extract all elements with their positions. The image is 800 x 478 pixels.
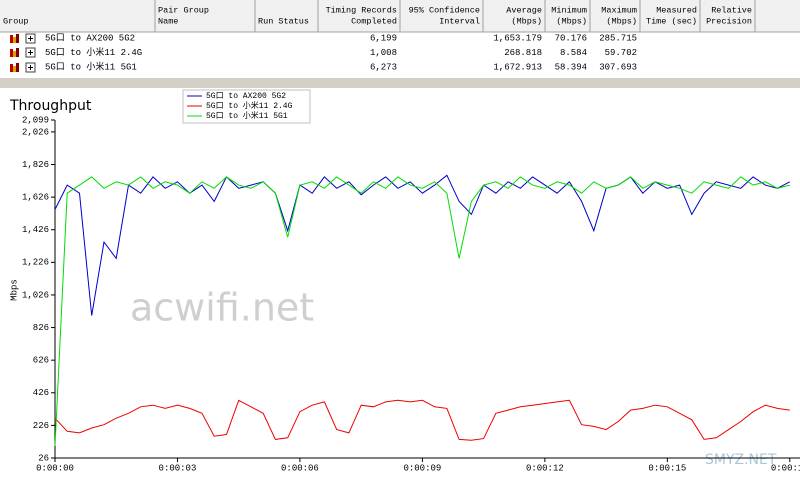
row-icons bbox=[10, 33, 36, 73]
y-tick-label: 1,626 bbox=[22, 192, 49, 202]
table-cell: 285.715 bbox=[599, 33, 637, 43]
chart-title: Throughput bbox=[9, 98, 92, 114]
table-cell: 1,008 bbox=[370, 48, 397, 58]
x-tick-label: 0:00:12 bbox=[526, 463, 564, 473]
table-cell: 5G口 to 小米11 5G1 bbox=[45, 60, 137, 72]
series-line bbox=[54, 176, 790, 446]
table-cell: 307.693 bbox=[599, 62, 637, 72]
y-tick-label: 426 bbox=[33, 388, 49, 398]
x-tick-label: 0:00:15 bbox=[648, 463, 686, 473]
splitter bbox=[0, 78, 800, 88]
y-tick-label: 2,099 bbox=[22, 115, 49, 125]
column-header: 95% Confidence bbox=[409, 5, 480, 15]
column-header: Timing Records bbox=[326, 5, 397, 15]
row-icon bbox=[10, 33, 36, 44]
x-tick-label: 0:00:03 bbox=[159, 463, 197, 473]
column-header: Completed bbox=[351, 16, 397, 26]
chart-bg bbox=[0, 88, 800, 478]
watermark: acwifi.net bbox=[130, 286, 314, 330]
row-icon bbox=[10, 62, 36, 73]
table-cell: 58.394 bbox=[555, 62, 587, 72]
column-header: (Mbps) bbox=[606, 16, 637, 26]
y-tick-label: 1,026 bbox=[22, 290, 49, 300]
watermark: SMYZ.NET bbox=[705, 452, 777, 468]
column-header: Measured bbox=[656, 5, 697, 15]
column-header: Minimum bbox=[551, 5, 587, 15]
table-cell: 8.584 bbox=[560, 48, 587, 58]
column-header: Time (sec) bbox=[646, 16, 697, 26]
y-tick-label: 26 bbox=[38, 453, 49, 463]
table-cell: 6,273 bbox=[370, 62, 397, 72]
row-icon bbox=[10, 47, 36, 58]
table-cell: 5G口 to 小米11 2.4G bbox=[45, 46, 142, 58]
table-cell: 5G口 to AX200 5G2 bbox=[45, 33, 135, 43]
column-header: Interval bbox=[439, 16, 480, 26]
column-header: (Mbps) bbox=[556, 16, 587, 26]
column-header: Precision bbox=[706, 16, 752, 26]
x-tick-label: 0:00:09 bbox=[403, 463, 441, 473]
column-header: Run Status bbox=[258, 16, 309, 26]
x-tick-label: 0:00:06 bbox=[281, 463, 319, 473]
y-tick-label: 626 bbox=[33, 356, 49, 366]
table-cell: 70.176 bbox=[555, 33, 587, 43]
column-header: Relative bbox=[711, 5, 752, 15]
series-line bbox=[54, 399, 790, 441]
y-tick-label: 1,226 bbox=[22, 258, 49, 268]
column-header: Group bbox=[3, 16, 29, 26]
y-tick-label: 2,026 bbox=[22, 127, 49, 137]
series-line bbox=[54, 174, 791, 316]
y-tick-label: 826 bbox=[33, 323, 49, 333]
legend-label: 5G口 to 小米11 2.4G bbox=[206, 100, 293, 111]
table-cell: 1,672.913 bbox=[493, 62, 542, 72]
legend-box bbox=[182, 89, 311, 124]
column-header: (Mbps) bbox=[511, 16, 542, 26]
y-tick-label: 226 bbox=[33, 421, 49, 431]
y-tick-label: 1,426 bbox=[22, 225, 49, 235]
column-header: Pair Group bbox=[158, 5, 209, 15]
column-header: Name bbox=[158, 16, 178, 26]
legend-label: 5G口 to AX200 5G2 bbox=[206, 92, 286, 101]
legend-label: 5G口 to 小米11 5G1 bbox=[206, 110, 288, 121]
y-axis-label: Mbps bbox=[9, 279, 19, 301]
table-body-bg bbox=[0, 32, 800, 78]
y-tick-label: 1,826 bbox=[22, 160, 49, 170]
column-header: Maximum bbox=[601, 5, 637, 15]
table-cell: 6,199 bbox=[370, 33, 397, 43]
column-header: Average bbox=[506, 5, 542, 15]
table-cell: 268.818 bbox=[504, 48, 542, 58]
x-tick-label: 0:00:00 bbox=[36, 463, 74, 473]
x-tick-label: 0:00:18 bbox=[771, 463, 800, 473]
table-cell: 1,653.179 bbox=[493, 33, 542, 43]
table-cell: 59.702 bbox=[605, 48, 637, 58]
